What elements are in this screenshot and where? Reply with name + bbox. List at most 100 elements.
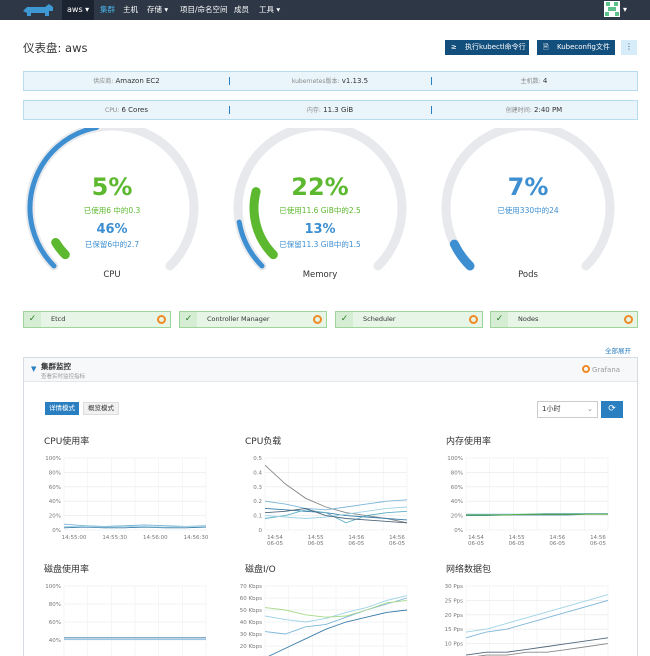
y-tick-label: 100% <box>45 456 61 462</box>
grafana-icon <box>582 365 590 373</box>
x-tick-label: 14:56 06-05 <box>549 535 565 547</box>
grafana-icon[interactable] <box>313 315 322 324</box>
pods-gauge-label: Pods <box>518 270 538 280</box>
cpu-gauge-label: CPU <box>103 270 121 280</box>
y-tick-label: 70 Kbps <box>240 584 262 590</box>
y-tick-label: 80% <box>451 470 463 476</box>
detail-mode-button[interactable]: 详情模式 <box>45 402 79 415</box>
y-tick-label: 40% <box>49 638 61 644</box>
y-tick-label: 60 Kbps <box>240 596 262 602</box>
check-icon: ✓ <box>180 312 197 327</box>
grafana-icon[interactable] <box>469 315 478 324</box>
x-tick-label: 14:55 06-05 <box>509 535 525 547</box>
kubeconfig-button[interactable]: 🗎 Kubeconfig文件 <box>537 40 615 55</box>
component-nodes[interactable]: ✓ Nodes <box>490 311 638 328</box>
more-vertical-icon: ⋮ <box>625 42 633 51</box>
expand-all-link[interactable]: 全部展开 <box>605 347 631 355</box>
nav-storage[interactable]: 存储 ▾ <box>147 5 169 14</box>
file-icon: 🗎 <box>543 43 549 51</box>
nav-members[interactable]: 成员 <box>234 5 249 14</box>
x-tick-label: 14:56:00 <box>143 535 168 541</box>
series-line <box>465 599 609 639</box>
y-tick-label: 20% <box>451 514 463 520</box>
series-line <box>465 637 609 656</box>
more-actions-button[interactable]: ⋮ <box>621 40 637 55</box>
grafana-icon[interactable] <box>624 315 633 324</box>
chart-title: 磁盘I/O <box>245 565 276 575</box>
cpu-reserved-percent: 46% <box>96 222 128 237</box>
provider-info: 供应商: Amazon EC2 <box>93 77 160 85</box>
y-tick-label: 60% <box>451 485 463 491</box>
pods-used-text: 已使用330中的24 <box>497 206 559 215</box>
chevron-down-icon[interactable]: ▾ <box>623 5 628 14</box>
nav-hosts[interactable]: 主机 <box>123 5 138 14</box>
cpu-info: CPU: 6 Cores <box>105 106 148 114</box>
component-controller-manager[interactable]: ✓ Controller Manager <box>179 311 327 328</box>
created-time-info: 创建时间: 2:40 PM <box>505 106 563 114</box>
y-tick-label: 80% <box>49 470 61 476</box>
series-line <box>63 526 207 529</box>
y-tick-label: 0.1 <box>253 514 262 520</box>
cluster-selector[interactable]: aws ▾ <box>62 0 94 20</box>
y-tick-label: 0.5 <box>253 456 262 462</box>
cluster-selector-label: aws <box>67 5 83 14</box>
disk-io-chart: 70 Kbps 60 Kbps 50 Kbps 40 Kbps 30 Kbps 20 Kb… <box>235 580 415 656</box>
chart-title: CPU使用率 <box>44 437 90 447</box>
cpu-reserved-text: 已保留6中的2.7 <box>84 240 140 249</box>
grafana-link[interactable]: Grafana <box>582 365 620 374</box>
time-range-select[interactable]: 1小时 ⌄ <box>537 401 598 418</box>
chart-title: 磁盘使用率 <box>44 565 90 575</box>
grafana-icon[interactable] <box>157 315 166 324</box>
monitoring-header[interactable]: ▼ 集群监控 查看实时监控指标 Grafana <box>24 358 637 382</box>
y-tick-label: 80% <box>49 602 61 608</box>
series-line <box>264 509 408 524</box>
series-line <box>264 506 408 519</box>
x-tick-label: 14:55:00 <box>62 535 87 541</box>
component-scheduler[interactable]: ✓ Scheduler <box>335 311 483 328</box>
x-tick-label: 14:54 06-05 <box>267 535 283 547</box>
series-line <box>465 594 609 633</box>
nav-projects[interactable]: 项目/命名空间 <box>180 5 228 14</box>
cpu-reserved-arc <box>27 128 100 269</box>
terminal-icon: ≥ <box>451 43 457 51</box>
refresh-icon: ⟳ <box>608 404 616 414</box>
memory-used-percent: 22% <box>291 173 349 201</box>
series-line <box>264 507 408 521</box>
user-avatar[interactable] <box>604 1 620 17</box>
y-tick-label: 100% <box>45 584 61 590</box>
page-title: 仪表盘: aws <box>23 41 88 55</box>
rancher-logo[interactable] <box>20 2 56 18</box>
y-tick-label: 0.3 <box>253 485 262 491</box>
disk-usage-chart: 100%80%60%40%20% <box>34 580 214 656</box>
x-tick-label: 14:55 06-05 <box>308 535 324 547</box>
y-tick-label: 20% <box>49 514 61 520</box>
series-line <box>64 525 206 528</box>
y-tick-label: 30 Kbps <box>240 632 262 638</box>
y-tick-label: 40% <box>451 499 463 505</box>
monitoring-subtitle: 查看实时监控指标 <box>41 374 86 380</box>
divider <box>431 106 432 114</box>
component-etcd[interactable]: ✓ Etcd <box>23 311 171 328</box>
monitoring-title: 集群监控 <box>41 362 71 371</box>
y-tick-label: 10 Pps <box>445 642 464 648</box>
memory-reserved-arc <box>236 219 265 269</box>
collapse-triangle-icon[interactable]: ▼ <box>31 365 37 373</box>
nav-tools[interactable]: 工具 ▾ <box>259 5 281 14</box>
cpu-used-arc <box>51 237 70 260</box>
nav-cluster[interactable]: 集群 <box>100 5 115 14</box>
y-tick-label: 60% <box>49 620 61 626</box>
overview-mode-button[interactable]: 概览模式 <box>83 402 119 415</box>
y-tick-label: 50 Kbps <box>240 608 262 614</box>
pods-used-arc <box>449 239 475 271</box>
y-tick-label: 0% <box>454 528 463 534</box>
refresh-button[interactable]: ⟳ <box>601 401 623 418</box>
chart-title: 内存使用率 <box>446 437 492 447</box>
memory-reserved-text: 已保留11.3 GiB中的1.5 <box>279 240 361 249</box>
divider <box>431 77 432 85</box>
kubectl-button[interactable]: ≥ 执行kubectl命令行 <box>445 40 529 55</box>
y-tick-label: 0.2 <box>253 499 262 505</box>
check-icon: ✓ <box>491 312 508 327</box>
y-tick-label: 20 Kbps <box>240 644 262 650</box>
cluster-resources-bar: CPU: 6 Cores 内存: 11.3 GiB 创建时间: 2:40 PM <box>23 100 638 120</box>
y-tick-label: 40 Kbps <box>240 620 262 626</box>
